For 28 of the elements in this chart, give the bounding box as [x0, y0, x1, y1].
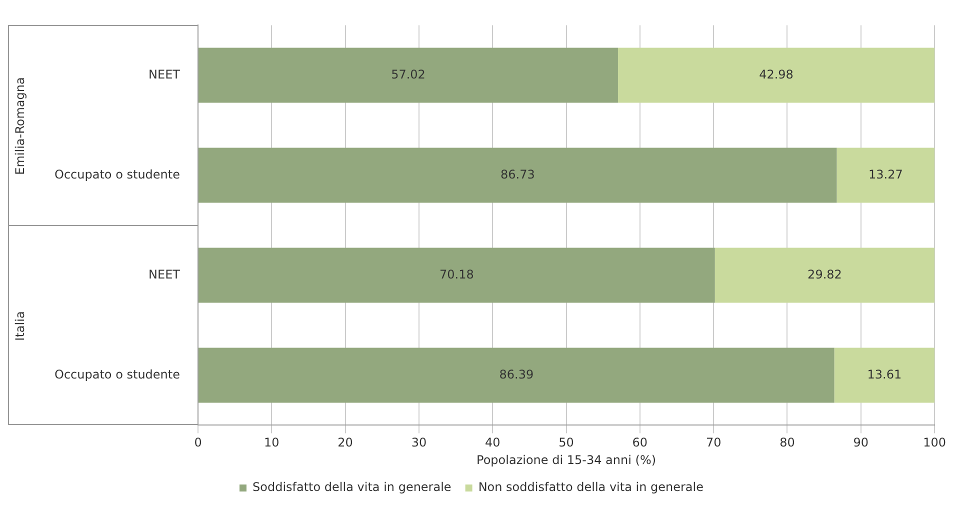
x-tick-label: 40: [484, 436, 500, 450]
data-label: 29.82: [808, 267, 842, 282]
data-label: 42.98: [759, 67, 794, 82]
data-label: 13.61: [867, 367, 902, 382]
x-tick-label: 20: [338, 436, 353, 450]
x-tick-label: 10: [264, 436, 280, 450]
legend-label: Soddisfatto della vita in generale: [252, 480, 452, 494]
data-label: 13.27: [868, 167, 903, 182]
x-axis-title: Popolazione di 15-34 anni (%): [476, 452, 656, 467]
x-tick-label: 80: [780, 436, 795, 450]
text: Italia: [13, 311, 27, 341]
text: Emilia-Romagna: [13, 77, 27, 176]
data-label: 86.39: [499, 367, 534, 382]
x-tick-label: 30: [411, 436, 427, 450]
x-tick-label: 100: [923, 436, 946, 450]
data-label: 57.02: [391, 67, 426, 82]
y-tick-label: NEET: [148, 67, 181, 82]
x-tick-label: 50: [558, 436, 574, 450]
x-tick-label: 70: [706, 436, 722, 450]
legend-label: Non soddisfatto della vita in generale: [478, 480, 704, 494]
x-tick-label: 60: [632, 436, 648, 450]
x-tick-label: 0: [194, 436, 202, 450]
data-label: 86.73: [500, 167, 535, 182]
y-tick-label: NEET: [148, 267, 181, 282]
y-tick-label: Occupato o studente: [54, 367, 180, 382]
y-tick-label: Occupato o studente: [54, 167, 180, 182]
x-tick-label: 90: [853, 436, 869, 450]
data-label: 70.18: [440, 267, 474, 282]
